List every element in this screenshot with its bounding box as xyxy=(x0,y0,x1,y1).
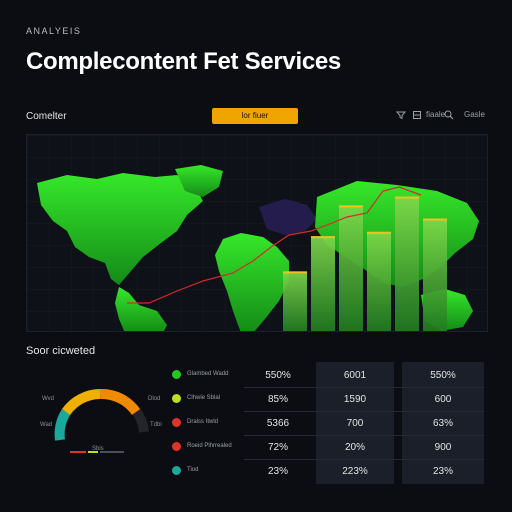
map-bar-cap xyxy=(339,205,363,208)
map-bar xyxy=(423,218,447,331)
legend-dot xyxy=(172,442,181,451)
gasle-tool[interactable]: Gasle xyxy=(464,110,485,119)
world-map xyxy=(27,135,487,331)
legend-dot xyxy=(172,466,181,475)
map-bar xyxy=(367,231,391,331)
table-cell: 23% xyxy=(267,466,288,477)
gauge-segment-yellow xyxy=(61,389,101,416)
layers-icon xyxy=(413,111,421,119)
filter-tool[interactable] xyxy=(396,110,406,120)
map-bar xyxy=(395,196,419,331)
route-line xyxy=(127,186,422,304)
table-cell: 600 xyxy=(434,394,452,405)
legend-item: Tiod xyxy=(172,466,198,475)
map-bar-cap xyxy=(423,218,447,221)
table-cell: 20% xyxy=(344,442,365,453)
table-cell: 5366 xyxy=(266,418,290,429)
legend-label: Dralss Itwld xyxy=(187,419,219,425)
table-column-bg xyxy=(316,362,394,484)
gauge-segment-teal xyxy=(54,409,71,441)
table-cell: 550% xyxy=(265,370,291,381)
stats-table: 550% 6001 550% 85% 1590 600 5366 700 63% 72% 20% 90… xyxy=(244,362,484,484)
continent-south-america xyxy=(115,287,167,331)
map-bar-cap xyxy=(395,196,419,199)
table-cell: 223% xyxy=(342,466,368,477)
page-title: Complecontent Fet Services xyxy=(26,48,341,75)
continent-africa xyxy=(215,233,289,331)
gauge-segment-orange xyxy=(99,389,141,416)
map-bar xyxy=(311,236,335,331)
layers-tool[interactable] xyxy=(412,110,422,120)
legend-dot xyxy=(172,418,181,427)
map-bar-cap xyxy=(367,231,391,234)
legend-item: Roeid Plhrrealed xyxy=(172,442,232,451)
gauge-label-3: Tdbi xyxy=(150,422,162,428)
legend-label: Roeid Plhrrealed xyxy=(187,443,232,449)
legend: Glambed Wadd Clhwie Sblal Dralss Itwld R… xyxy=(172,362,248,482)
world-map-panel[interactable] xyxy=(26,134,488,332)
table-cell: 63% xyxy=(432,418,453,429)
table-row-divider xyxy=(244,411,484,412)
gauge-widget: Wvd Wad Dlod Tdbi Sbis xyxy=(40,372,162,462)
legend-dot xyxy=(172,370,181,379)
legend-item: Dralss Itwld xyxy=(172,418,218,427)
toolbar: Comelter lor fiuer fiaale Gasle xyxy=(26,108,488,126)
map-bar xyxy=(339,205,363,331)
map-bar xyxy=(283,271,307,331)
table-column-bg xyxy=(402,362,484,484)
legend-item: Clhwie Sblal xyxy=(172,394,220,403)
legend-item: Glambed Wadd xyxy=(172,370,228,379)
legend-label: Glambed Wadd xyxy=(187,371,229,377)
table-cell: 72% xyxy=(267,442,288,453)
search-tool[interactable] xyxy=(444,110,454,120)
table-cell: 23% xyxy=(432,466,453,477)
map-bar-cap xyxy=(283,271,307,274)
table-row-divider xyxy=(244,435,484,436)
legend-label: Tiod xyxy=(187,467,199,473)
table-row-divider xyxy=(244,387,484,388)
gauge-label-0: Wvd xyxy=(42,396,54,402)
continent-europe xyxy=(259,199,317,235)
gasle-tool-label: Gasle xyxy=(464,110,485,119)
gauge-label-1: Wad xyxy=(40,422,53,428)
table-cell: 85% xyxy=(267,394,288,405)
table-cell: 700 xyxy=(346,418,364,429)
table-cell: 550% xyxy=(430,370,456,381)
stats-title: Soor cicweted xyxy=(26,345,96,357)
table-cell: 900 xyxy=(434,442,452,453)
continent-greenland xyxy=(175,165,223,197)
gauge-footer: Sbis xyxy=(92,446,104,452)
list-tool[interactable]: fiaale xyxy=(414,110,445,119)
gauge-chart xyxy=(54,388,149,453)
continent-north-america xyxy=(37,173,203,285)
section-label: Comelter xyxy=(26,111,67,122)
list-tool-label: fiaale xyxy=(426,110,446,119)
legend-dot xyxy=(172,394,181,403)
search-icon xyxy=(444,110,454,120)
table-cell: 1590 xyxy=(343,394,367,405)
filter-icon xyxy=(396,111,406,120)
filter-button[interactable]: lor fiuer xyxy=(212,108,298,124)
table-cell: 6001 xyxy=(343,370,367,381)
gauge-label-2: Dlod xyxy=(148,396,161,402)
table-row-divider xyxy=(244,459,484,460)
eyebrow-label: ANALYEIS xyxy=(26,26,82,36)
map-bar-cap xyxy=(311,236,335,239)
map-bar-group xyxy=(283,196,447,331)
legend-label: Clhwie Sblal xyxy=(187,395,221,401)
